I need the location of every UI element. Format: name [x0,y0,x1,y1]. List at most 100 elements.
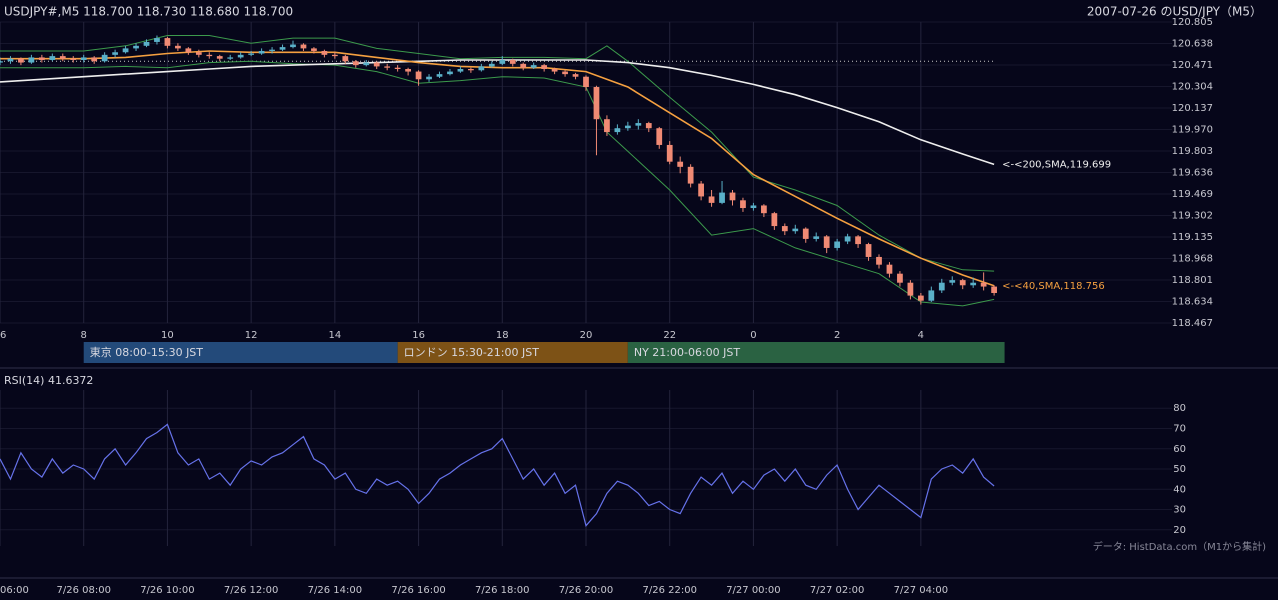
candle-body [0,61,3,63]
candle-body [321,50,328,55]
candle-body [331,54,338,57]
candle-body [802,228,809,239]
y-tick-label: 20 [1173,525,1186,536]
candle-body [468,68,474,71]
y-tick-label: 120.638 [1172,39,1213,50]
candle-body [855,236,861,245]
candle-body [154,38,160,42]
x-tick-label: 7/26 12:00 [224,585,278,596]
candle-body [216,56,223,59]
candle-body [949,280,956,283]
candle-body [70,58,77,60]
candle-body [488,63,495,67]
source-note: データ: HistData.com（M1から集計) [1093,540,1266,553]
y-tick-label: 119.469 [1172,189,1213,200]
candle-body [80,57,87,60]
candle-body [771,213,778,227]
candle-body [38,57,45,60]
candle-body [394,67,401,69]
candle-body [708,196,715,203]
x-tick-label: 10 [161,330,174,341]
candle-body [572,74,579,77]
candle-body [687,166,694,184]
y-tick-label: 118.634 [1172,297,1213,308]
x-tick-label: 7/26 20:00 [559,585,613,596]
session-band [397,342,628,363]
candle-body [436,74,443,77]
x-tick-label: 7/26 16:00 [391,585,445,596]
candle-body [844,236,851,242]
candle-body [907,282,914,296]
y-tick-label: 120.304 [1172,82,1213,93]
candle-body [164,38,171,46]
x-tick-label: 18 [496,330,509,341]
candle-body [781,226,788,232]
candle-body [740,200,746,209]
x-tick-label: 8 [81,330,87,341]
candle-body [28,57,35,63]
candle-body [248,53,255,55]
candle-body [509,59,516,64]
x-tick-label: 7/26 14:00 [308,585,362,596]
candle-body [91,57,98,62]
candle-body [792,228,799,232]
candle-body [447,71,453,75]
candle-body [980,282,987,287]
session-label: 東京 08:00-15:30 JST [90,345,204,359]
x-tick-label: 7/27 02:00 [810,585,864,596]
x-tick-label: 14 [328,330,341,341]
x-tick-label: 7/26 22:00 [642,585,696,596]
candle-body [645,123,652,129]
candle-body [499,59,506,64]
candle-body [59,56,66,59]
y-tick-label: 119.636 [1172,168,1213,179]
candle-body [227,57,234,59]
indicator-line [0,35,995,272]
candle-body [834,241,841,248]
candle-body [698,183,704,197]
series-label: <-<200,SMA,119.699 [1002,159,1111,170]
chart-title-right: 2007-07-26 のUSD/JPY（M5） [1087,5,1262,19]
candle-body [593,87,600,120]
y-tick-label: 120.471 [1172,60,1213,71]
candle-body [352,61,359,66]
indicator-line [0,50,995,287]
y-tick-label: 119.135 [1172,232,1213,243]
candle-body [175,45,181,49]
candle-body [876,256,882,265]
candle-body [206,54,213,57]
candle-body [614,128,621,133]
candle-body [101,54,108,62]
y-tick-label: 118.968 [1172,254,1213,265]
candle-body [823,236,830,248]
candle-body [258,50,265,54]
indicator-line [0,60,995,307]
x-tick-label: 6 [0,330,6,341]
x-tick-label: 7/26 18:00 [475,585,529,596]
candle-body [886,264,893,274]
candle-body [917,295,924,301]
candle-body [530,65,537,68]
x-tick-label: 12 [245,330,258,341]
candle-body [635,123,642,126]
candle-body [583,76,589,88]
x-tick-label: 7/27 04:00 [894,585,948,596]
candle-body [7,58,14,62]
rsi-line [0,423,995,527]
candle-body [185,48,192,53]
y-tick-label: 120.137 [1172,103,1213,114]
candle-body [897,273,903,283]
x-tick-label: 20 [580,330,593,341]
session-band [83,342,398,363]
chart-title: USDJPY#,M5 118.700 118.730 118.680 118.7… [4,5,293,19]
candle-body [478,66,485,71]
candle-body [541,65,548,69]
candle-body [970,282,977,286]
x-tick-label: 7/27 00:00 [726,585,780,596]
candle-body [750,205,757,209]
candle-body [813,236,820,239]
candle-body [959,280,966,286]
y-tick-label: 50 [1173,464,1186,475]
candle-body [133,45,139,49]
